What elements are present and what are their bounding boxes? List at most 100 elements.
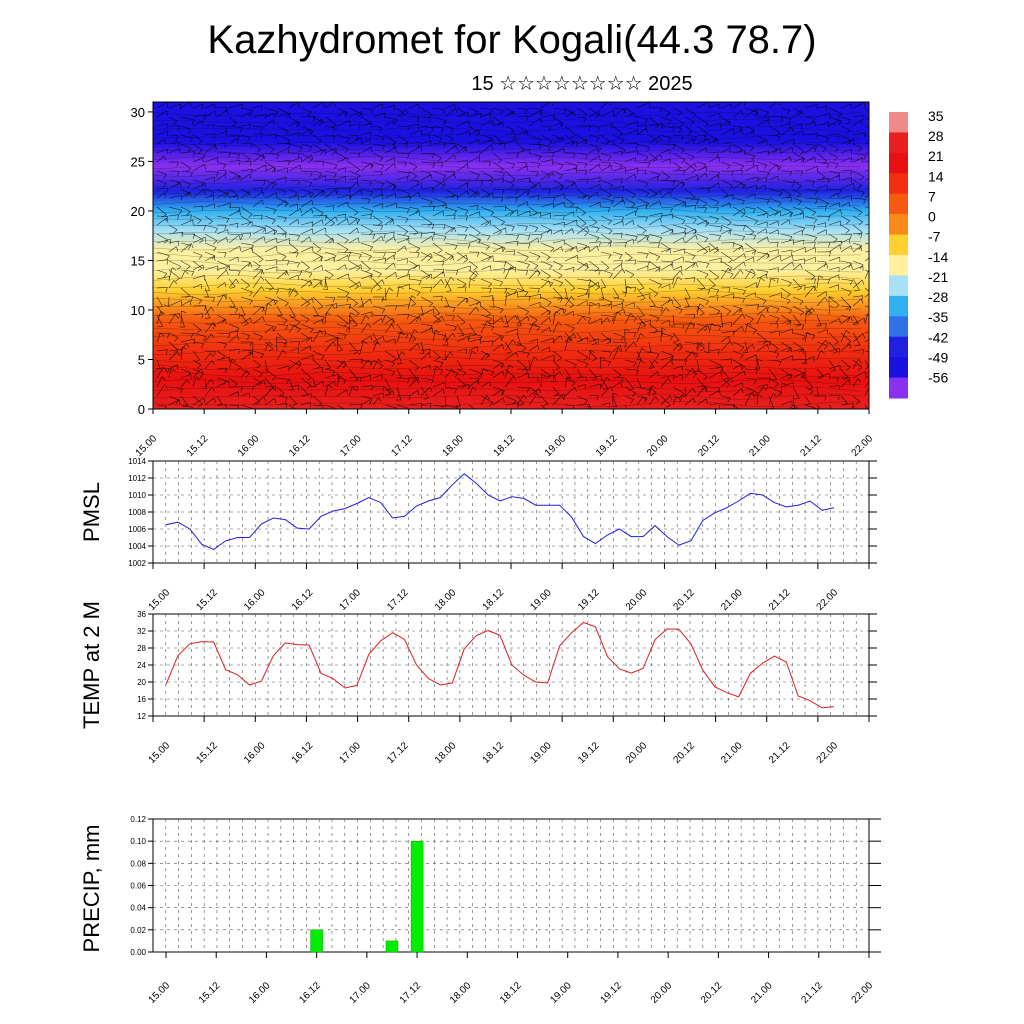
wind-barb-flag — [838, 120, 840, 126]
wind-barb — [444, 351, 451, 361]
temp-y-tick-label: 20 — [137, 678, 146, 687]
wind-barb — [636, 395, 648, 399]
wind-barb — [288, 287, 299, 294]
wind-barb — [252, 251, 264, 260]
wind-barb-flag — [860, 119, 863, 125]
wind-barb — [864, 242, 869, 245]
wind-barb — [252, 132, 263, 136]
wind-barb — [360, 179, 372, 182]
wind-barb-flag — [191, 407, 193, 409]
wind-barb-flag — [752, 208, 756, 214]
wind-barb-flag — [547, 302, 552, 307]
wind-barb — [804, 307, 813, 316]
wind-barb-flag — [595, 287, 600, 291]
wind-barb-flag — [381, 236, 384, 242]
wind-barb — [720, 395, 731, 399]
wind-barb — [660, 191, 670, 199]
wind-barb-flag — [766, 172, 770, 177]
wind-barb — [204, 386, 213, 397]
wind-barb — [852, 119, 861, 127]
wind-barb — [288, 143, 303, 148]
wind-barb — [480, 170, 493, 178]
wind-barb-flag — [164, 239, 169, 244]
wind-barb-flag — [707, 324, 710, 330]
wind-barb — [792, 143, 805, 152]
wind-barb-flag — [164, 405, 167, 409]
wind-barb-flag — [690, 197, 696, 201]
wind-barb — [204, 352, 211, 361]
wind-barb-flag — [250, 142, 253, 148]
wind-barb — [540, 395, 549, 405]
wind-barb-flag — [428, 133, 431, 139]
wind-barb — [564, 296, 572, 307]
wind-barb — [492, 296, 495, 308]
wind-barb — [576, 376, 587, 379]
wind-barb-flag — [475, 306, 479, 312]
wind-barb-flag — [669, 191, 672, 197]
wind-barb — [252, 332, 263, 337]
wind-barb — [636, 350, 642, 360]
wind-barb-flag — [867, 313, 869, 316]
wind-barb-flag — [635, 359, 641, 361]
wind-barb-flag — [210, 307, 215, 312]
wind-barb — [540, 197, 555, 199]
wind-barb-flag — [284, 302, 289, 307]
wind-barb — [672, 342, 681, 352]
wind-barb — [744, 292, 756, 298]
wind-barb — [636, 287, 646, 299]
wind-barb — [468, 107, 479, 112]
wind-barb — [252, 305, 265, 308]
wind-barb — [408, 368, 417, 379]
wind-barb-flag — [376, 341, 381, 346]
wind-barb — [408, 210, 420, 217]
wind-barb — [852, 349, 864, 352]
wind-barb — [780, 138, 795, 145]
wind-barb — [264, 398, 275, 406]
wind-barb — [456, 107, 465, 114]
wind-barb-flag — [776, 323, 779, 329]
wind-barb — [648, 123, 663, 127]
wind-barb-flag — [839, 175, 841, 181]
wind-barb — [504, 233, 519, 236]
wind-barb — [852, 102, 865, 109]
wind-barb-flag — [583, 118, 587, 123]
wind-barb — [684, 397, 694, 406]
wind-barb-flag — [776, 242, 779, 248]
wind-barb — [840, 368, 849, 378]
wind-barb-flag — [845, 220, 851, 225]
wind-barb — [396, 176, 408, 181]
wind-barb — [696, 233, 709, 239]
wind-barb-flag — [296, 252, 299, 258]
wind-barb — [396, 395, 411, 397]
wind-barb-flag — [357, 113, 362, 118]
wind-barb-flag — [319, 172, 323, 178]
wind-barb-flag — [197, 267, 203, 272]
wind-barb-flag — [728, 287, 731, 293]
temp-x-tick-label: 20.00 — [624, 740, 650, 766]
wind-barb-flag — [846, 317, 851, 323]
wind-barb — [324, 341, 334, 352]
wind-barb-flag — [249, 291, 253, 297]
wind-barb-flag — [813, 242, 816, 248]
wind-barb — [420, 327, 433, 334]
wind-barb — [708, 359, 721, 366]
wind-barb — [300, 314, 310, 320]
wind-barb — [768, 241, 779, 244]
wind-barb-flag — [598, 164, 601, 170]
wind-barb-flag — [840, 209, 842, 215]
wind-barb — [420, 273, 432, 280]
wind-barb-flag — [186, 183, 191, 188]
wind-barb-flag — [800, 158, 805, 163]
wind-barb-flag — [692, 230, 697, 235]
wind-barb — [336, 213, 346, 217]
wind-barb — [384, 287, 387, 301]
wind-barb — [312, 170, 322, 174]
wind-barb — [636, 293, 651, 298]
wind-barb-flag — [407, 269, 410, 275]
wind-barb-flag — [743, 261, 746, 267]
wind-barb-flag — [714, 276, 719, 281]
wind-barb — [672, 386, 685, 394]
wind-barb — [312, 251, 324, 258]
wind-barb-flag — [454, 373, 459, 378]
wind-barb — [324, 233, 334, 241]
